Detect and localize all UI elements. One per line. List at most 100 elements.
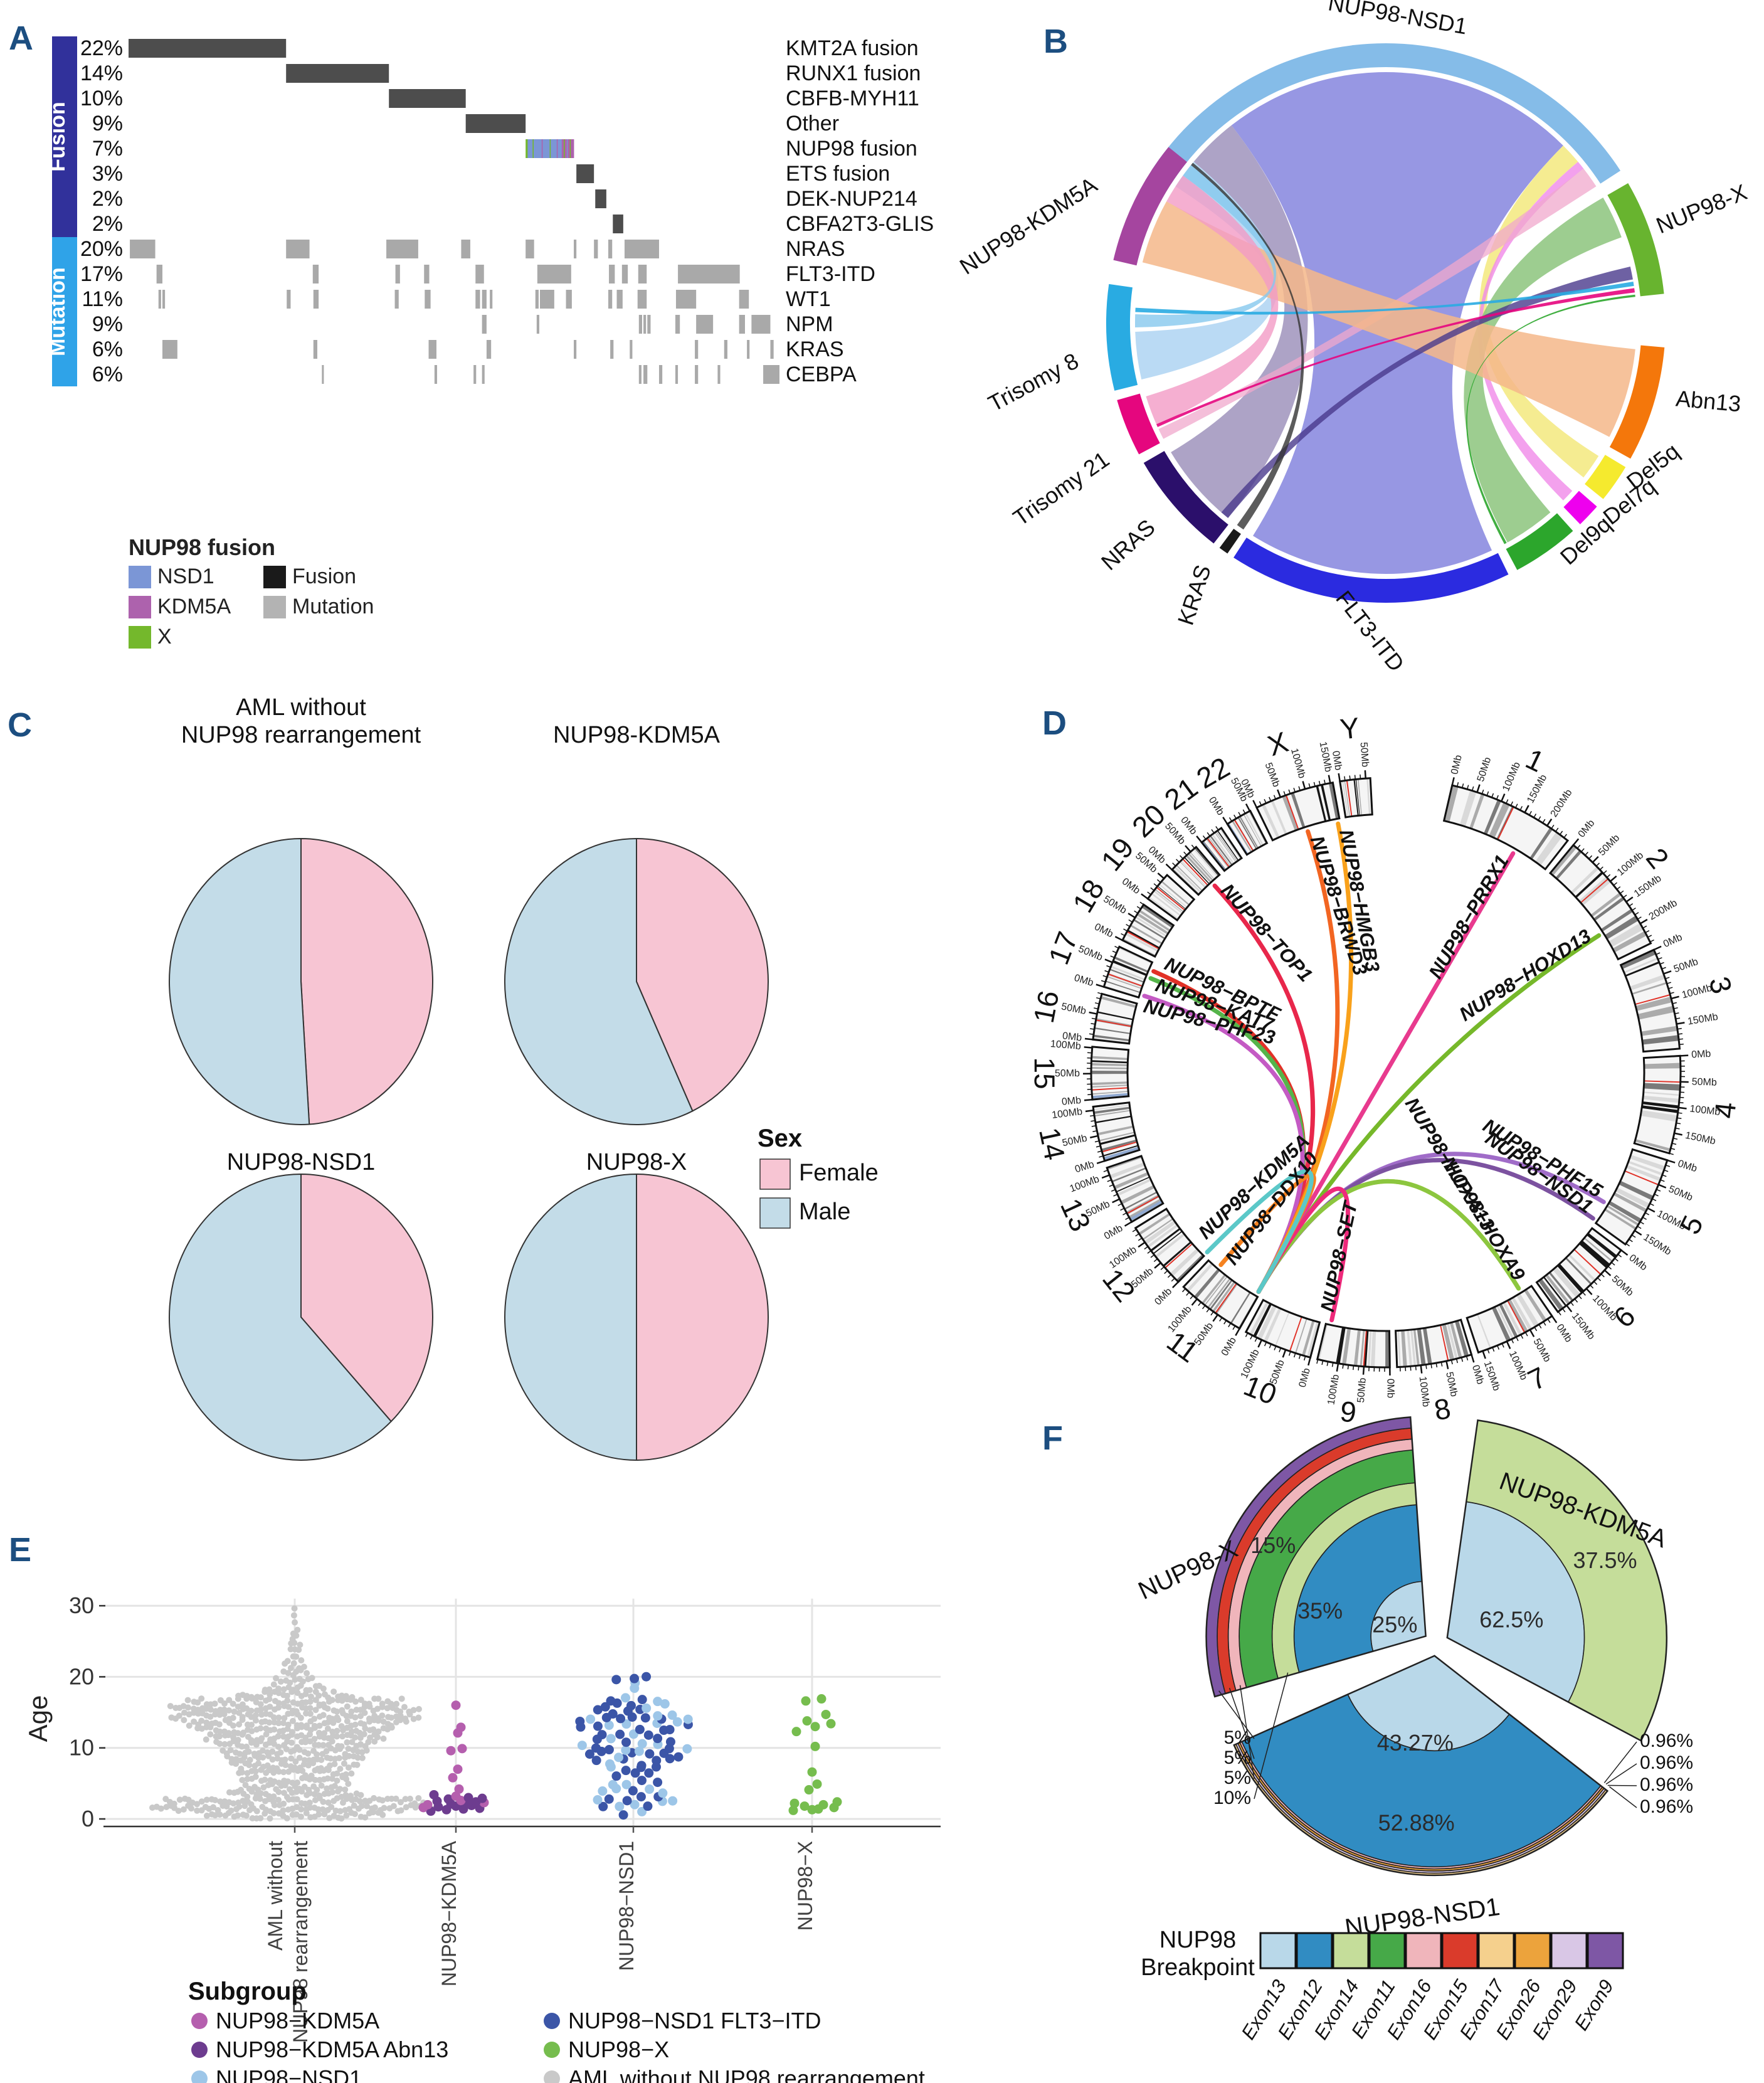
dot-gray	[293, 1796, 300, 1803]
dot-nsd1	[635, 1724, 645, 1734]
dot-gray	[371, 1794, 378, 1801]
tick	[1665, 1164, 1671, 1167]
dot-gray	[294, 1779, 301, 1786]
ideogram-band	[1112, 960, 1148, 977]
ideogram-band	[1552, 1266, 1581, 1298]
dot-gray	[342, 1791, 349, 1798]
chord-arc-nras	[1143, 451, 1228, 544]
dot-nsd1	[611, 1771, 621, 1781]
tick	[1676, 1017, 1681, 1020]
dot-gray	[296, 1786, 303, 1793]
ideogram-band	[1130, 925, 1163, 945]
tick	[1233, 814, 1237, 819]
dot-gray	[184, 1697, 191, 1704]
dot-gray	[226, 1697, 233, 1704]
row-pct: 20%	[80, 237, 123, 261]
dot-gray	[307, 1710, 314, 1717]
ideogram-band	[1629, 974, 1666, 990]
ideogram-band	[1180, 861, 1206, 888]
tick	[1250, 1335, 1253, 1340]
dot-gray	[320, 1712, 327, 1719]
ideogram-band	[1321, 784, 1331, 821]
oncoprint-bar	[394, 290, 399, 309]
tick	[1138, 1241, 1146, 1248]
dot-nsd1	[637, 1695, 647, 1705]
row-pct: 2%	[92, 187, 123, 211]
dot-gray	[311, 1715, 318, 1722]
tick-label: 200Mb	[1549, 788, 1575, 819]
tick	[1198, 1301, 1202, 1307]
chromosome-name: 11	[1161, 1325, 1204, 1369]
tick	[1652, 1198, 1657, 1202]
ideogram-band	[1261, 803, 1280, 839]
dot-gray	[342, 1751, 349, 1757]
ideogram-band	[1141, 905, 1173, 928]
dot-gray	[374, 1705, 381, 1712]
dot-gray	[240, 1798, 246, 1805]
ring-pct-label: 62.5%	[1479, 1606, 1543, 1632]
row-name: CBFB-MYH11	[786, 87, 919, 110]
dot-gray	[289, 1717, 296, 1724]
dot-gray	[221, 1700, 228, 1707]
dot-gray	[212, 1812, 219, 1819]
ideogram-band	[1593, 897, 1625, 921]
row-pct: 22%	[80, 36, 123, 60]
dot-gray	[344, 1703, 351, 1710]
tick	[1121, 933, 1126, 936]
pie-slice-female	[636, 837, 769, 1112]
pie-slice-female	[300, 1173, 433, 1423]
legend-swatch-Exon17	[1477, 1932, 1515, 1969]
ideogram-band	[1535, 832, 1563, 866]
chromosome-name: 14	[1033, 1125, 1072, 1163]
dot-gray	[252, 1773, 259, 1780]
dot-gray	[275, 1704, 282, 1711]
tick	[1092, 1130, 1097, 1132]
centromere-band	[1215, 1283, 1237, 1314]
dot-gray	[315, 1742, 322, 1749]
dot-nsd1	[591, 1743, 601, 1753]
dot-gray	[348, 1708, 355, 1715]
tick-label: 50Mb	[1055, 1068, 1080, 1079]
legend-swatch	[263, 566, 286, 588]
tick	[1482, 1350, 1486, 1359]
ideogram-band	[1116, 1176, 1150, 1192]
ideogram-band	[1158, 884, 1188, 908]
tick	[1673, 1007, 1678, 1009]
tick	[1164, 1270, 1168, 1275]
oncoprint-bar	[638, 315, 642, 334]
ideogram-band	[1170, 1248, 1200, 1276]
dot-gray	[366, 1715, 372, 1722]
tick	[1425, 1364, 1427, 1369]
oncoprint-bar	[573, 240, 577, 258]
y-tick-label: 0	[82, 1806, 94, 1831]
tick	[1445, 1360, 1449, 1369]
ideogram-outline	[1338, 777, 1373, 819]
nup98-stripe	[561, 139, 564, 158]
dot-kdm5a	[418, 1803, 428, 1813]
dot-gray	[285, 1768, 292, 1775]
dot-nsd1	[608, 1709, 618, 1719]
pie-title: NUP98-NSD1	[227, 1149, 376, 1175]
panel-letter-e: E	[9, 1531, 32, 1569]
x-category-label: NUP98 rearrangement	[289, 1841, 312, 2043]
dot-gray	[344, 1739, 351, 1746]
wedge-outline	[1233, 1655, 1609, 1877]
ideogram-band	[1619, 1180, 1654, 1201]
ideogram-band	[1105, 980, 1141, 994]
dot-gray	[307, 1698, 314, 1705]
dot-gray	[280, 1720, 287, 1727]
dot-gray	[216, 1733, 223, 1740]
tick	[1415, 1365, 1417, 1370]
dot-gray	[246, 1786, 253, 1793]
dot-gray	[324, 1775, 331, 1782]
dot-gray	[207, 1706, 214, 1713]
dot-gray	[343, 1712, 350, 1719]
dot-nsd1	[606, 1734, 616, 1744]
dot-gray	[337, 1808, 344, 1815]
tick	[1492, 1347, 1495, 1352]
oncoprint-bar	[475, 265, 484, 284]
ideogram-outline	[1106, 1155, 1165, 1224]
tick	[1128, 913, 1136, 919]
ideogram-band	[1608, 1201, 1642, 1223]
dot-nsd1	[608, 1779, 618, 1789]
